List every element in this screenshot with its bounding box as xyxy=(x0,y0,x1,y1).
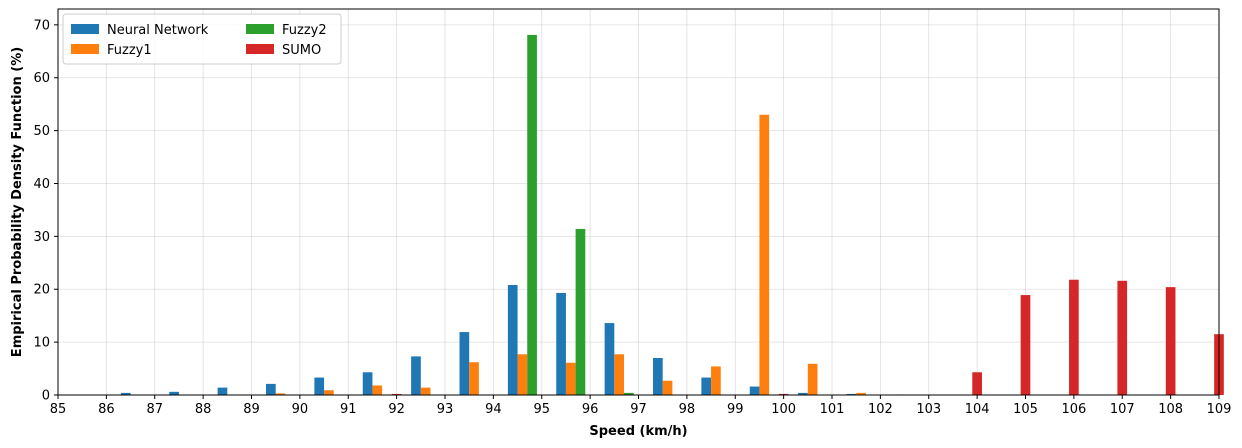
bar-sumo xyxy=(972,372,982,395)
bar-fuzzy1 xyxy=(469,362,479,395)
bar-neural-network xyxy=(701,377,712,395)
bar-fuzzy1 xyxy=(711,366,721,395)
bar-fuzzy1 xyxy=(420,387,431,395)
x-tick-label: 96 xyxy=(582,402,599,417)
bar-neural-network xyxy=(314,377,325,395)
bar-fuzzy1 xyxy=(565,362,576,395)
y-tick-label: 0 xyxy=(42,389,50,404)
x-tick-label: 107 xyxy=(1110,402,1135,417)
bar-fuzzy1 xyxy=(807,363,818,395)
bar-neural-network xyxy=(362,372,373,395)
bar-fuzzy1 xyxy=(324,390,334,395)
bar-neural-network xyxy=(217,387,228,395)
legend-swatch xyxy=(71,24,99,34)
bar-sumo xyxy=(1165,287,1176,395)
x-tick-label: 89 xyxy=(243,402,260,417)
x-tick-label: 98 xyxy=(679,402,696,417)
legend-swatch xyxy=(246,44,274,54)
y-tick-label: 30 xyxy=(33,230,50,245)
x-tick-label: 94 xyxy=(485,402,502,417)
x-tick-label: 90 xyxy=(292,402,309,417)
x-tick-label: 100 xyxy=(771,402,796,417)
x-tick-label: 95 xyxy=(533,402,550,417)
bar-neural-network xyxy=(459,332,470,395)
bar-fuzzy1 xyxy=(372,385,383,395)
x-tick-label: 91 xyxy=(340,402,357,417)
bar-neural-network xyxy=(604,323,615,395)
y-tick-label: 70 xyxy=(33,18,50,33)
legend-label: Fuzzy1 xyxy=(107,43,152,58)
x-tick-label: 102 xyxy=(868,402,893,417)
legend: Neural Network Fuzzy1 Fuzzy2 SUMO xyxy=(62,13,342,65)
bar-neural-network xyxy=(846,393,857,395)
legend-label: Fuzzy2 xyxy=(282,23,327,38)
x-axis-title: Speed (km/h) xyxy=(589,424,687,439)
x-tick-label: 97 xyxy=(630,402,647,417)
bar-neural-network xyxy=(266,383,276,395)
bar-neural-network xyxy=(411,356,421,395)
bar-fuzzy1 xyxy=(275,393,286,395)
bar-neural-network xyxy=(798,392,808,395)
x-tick-label: 105 xyxy=(1013,402,1038,417)
legend-swatch xyxy=(246,24,274,34)
y-tick-label: 60 xyxy=(33,71,50,86)
bar-fuzzy1 xyxy=(614,354,624,395)
bars xyxy=(120,34,1224,396)
bar-sumo xyxy=(1117,280,1128,395)
bar-neural-network xyxy=(120,392,131,395)
ticks: 85 86 87 88 89 90 91 92 93 94 95 96 97 98 99 100 101 102 1… xyxy=(33,18,1231,417)
bar-neural-network xyxy=(507,285,518,395)
y-tick-label: 40 xyxy=(33,177,50,192)
bar-neural-network xyxy=(653,357,663,395)
bar-fuzzy1 xyxy=(856,392,866,395)
y-tick-label: 10 xyxy=(33,336,50,351)
bar-fuzzy1 xyxy=(517,354,528,395)
x-tick-label: 93 xyxy=(437,402,454,417)
x-tick-label: 87 xyxy=(146,402,163,417)
bar-sumo xyxy=(1020,295,1031,395)
legend-swatch xyxy=(71,44,99,54)
x-tick-label: 88 xyxy=(195,402,212,417)
bar-neural-network xyxy=(749,386,760,395)
x-tick-label: 99 xyxy=(727,402,744,417)
bar-fuzzy1 xyxy=(662,380,673,395)
bar-fuzzy2 xyxy=(623,392,634,395)
x-tick-label: 104 xyxy=(965,402,990,417)
bar-fuzzy2 xyxy=(527,34,537,396)
y-axis-title: Empirical Probability Density Function (… xyxy=(10,47,25,357)
bar-fuzzy1 xyxy=(759,114,770,396)
grid xyxy=(57,9,1220,396)
bar-sumo xyxy=(391,393,402,395)
x-tick-label: 86 xyxy=(98,402,115,417)
x-tick-label: 101 xyxy=(820,402,845,417)
y-tick-label: 20 xyxy=(33,283,50,298)
x-tick-label: 92 xyxy=(388,402,405,417)
bar-neural-network xyxy=(169,391,179,395)
x-tick-label: 103 xyxy=(916,402,941,417)
x-tick-label: 109 xyxy=(1207,402,1232,417)
x-tick-label: 108 xyxy=(1158,402,1183,417)
bar-sumo xyxy=(778,393,789,395)
bar-sumo xyxy=(1069,279,1079,395)
legend-label: Neural Network xyxy=(107,23,209,38)
y-tick-label: 50 xyxy=(33,124,50,139)
legend-label: SUMO xyxy=(282,43,321,58)
bar-neural-network xyxy=(556,292,566,395)
bar-fuzzy2 xyxy=(575,228,586,395)
x-tick-label: 106 xyxy=(1061,402,1086,417)
x-tick-label: 85 xyxy=(50,402,67,417)
